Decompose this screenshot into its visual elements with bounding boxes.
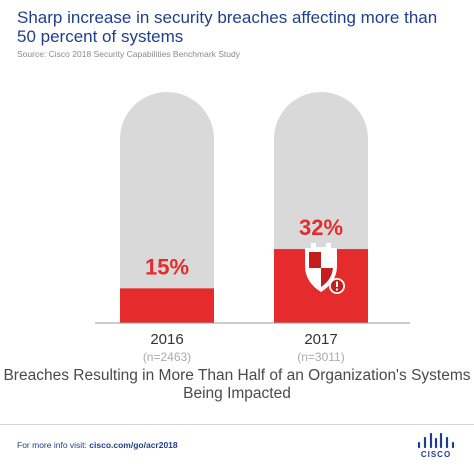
cisco-logo: CISCO [416,432,456,461]
sample-size-label: (n=2463) [143,350,191,364]
bar-group [120,92,214,323]
cisco-wordmark: CISCO [420,450,452,459]
bar-track [120,92,214,323]
cisco-bridge-icon [417,432,455,449]
shield-alert-icon [305,243,345,294]
sample-size-label: (n=3011) [297,350,344,364]
chart-title: Sharp increase in security breaches affe… [17,8,438,46]
x-tick-label: 2016 [150,331,183,348]
data-label: 32% [299,215,343,240]
bar [120,288,214,323]
chart-caption: Breaches Resulting in More Than Half of … [3,367,471,402]
footer-text: For more info visit: cisco.com/go/acr201… [17,440,178,450]
footer-link[interactable]: cisco.com/go/acr2018 [89,440,178,450]
footer-divider [0,424,474,425]
footer-prefix: For more info visit: [17,440,90,450]
data-label: 15% [145,254,189,279]
x-tick-label: 2017 [304,331,337,348]
chart-source: Source: Cisco 2018 Security Capabilities… [17,49,240,59]
bar-chart: 15% 2016 (n=2463) 32% 2017 (n=3011) [95,92,410,364]
